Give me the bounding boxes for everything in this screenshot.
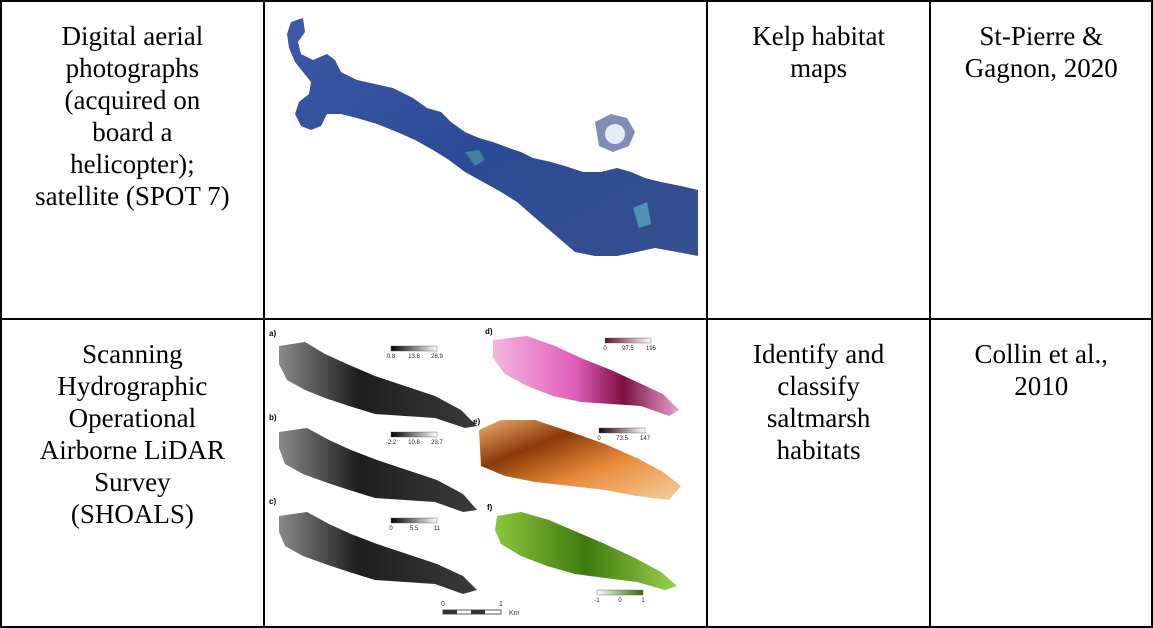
colorbar-tick: 5.5 xyxy=(410,526,419,532)
application-cell: Identify and classify saltmarsh habitats xyxy=(705,318,932,628)
text-line: helicopter); xyxy=(70,149,195,179)
text-line: St-Pierre & xyxy=(979,21,1104,51)
text-line: Collin et al., xyxy=(974,339,1108,369)
application-text: Kelp habitat maps xyxy=(708,2,930,84)
reference-text: St-Pierre & Gagnon, 2020 xyxy=(931,2,1151,84)
colorbar-tick: 26.9 xyxy=(431,354,443,360)
kelp-patch xyxy=(632,202,651,228)
kelp-patch xyxy=(464,150,485,166)
panel-label: b) xyxy=(269,413,277,422)
colorbar-tick: 0 xyxy=(618,598,622,604)
text-line: Digital aerial xyxy=(61,21,204,51)
panel-map xyxy=(478,420,681,500)
reference-cell: Collin et al., 2010 xyxy=(929,318,1153,628)
colorbar-tick: 0.8 xyxy=(387,354,396,360)
text-line: (SHOALS) xyxy=(70,499,194,529)
kelp-patch xyxy=(604,124,625,144)
colorbar xyxy=(598,427,645,434)
colorbars: 0.8 13.8 26.9 -2.2 10.8 23.7 0 5.5 11 0 97.5 195 0 73… xyxy=(386,337,657,604)
reference-text: Collin et al., 2010 xyxy=(931,320,1151,402)
text-line: Operational xyxy=(68,403,197,433)
panel-label: a) xyxy=(269,329,276,338)
panel-label: f) xyxy=(487,503,493,512)
kelp-area xyxy=(286,18,698,256)
scale-bar: 0 1 Km xyxy=(441,601,520,617)
colorbar-tick: 11 xyxy=(434,526,441,532)
method-cell: Digital aerial photographs (acquired on … xyxy=(0,0,265,320)
colorbar-tick: 97.5 xyxy=(622,346,634,352)
text-line: 2010 xyxy=(1014,371,1069,401)
text-line: Survey xyxy=(94,467,171,497)
colorbar-tick: 0 xyxy=(389,526,393,532)
text-line: classify xyxy=(777,371,860,401)
table-row: Digital aerial photographs (acquired on … xyxy=(0,0,1153,320)
text-line: Hydrographic xyxy=(57,371,208,401)
scale-bar-segment xyxy=(442,610,457,614)
colorbar xyxy=(596,589,643,596)
colorbar-tick: 1 xyxy=(641,598,645,604)
colorbar xyxy=(390,345,437,352)
panel-label: e) xyxy=(473,417,480,426)
aerial-kelp-image xyxy=(286,18,698,256)
lidar-figure: a) b) c) d) e) f) 0.8 13.8 26.9 -2.2 10.8 23.7 0 5.5… xyxy=(269,327,681,617)
reference-cell: St-Pierre & Gagnon, 2020 xyxy=(929,0,1153,320)
panel-label: c) xyxy=(269,497,276,506)
text-line: (acquired on xyxy=(64,85,201,115)
method-text: Scanning Hydrographic Operational Airbor… xyxy=(2,320,263,530)
text-line: habitats xyxy=(776,435,861,465)
application-cell: Kelp habitat maps xyxy=(705,0,932,320)
colorbar-tick: 0 xyxy=(597,436,601,442)
colorbar-tick: 23.7 xyxy=(431,440,443,446)
scale-tick: 0 xyxy=(441,601,445,608)
colorbar-tick: 73.5 xyxy=(616,436,628,442)
method-text: Digital aerial photographs (acquired on … xyxy=(2,2,263,212)
colorbar-tick: -2.2 xyxy=(386,440,397,446)
colorbar xyxy=(390,517,437,524)
text-line: Airborne LiDAR xyxy=(39,435,225,465)
text-line: Identify and xyxy=(753,339,885,369)
colorbar xyxy=(604,337,651,344)
colorbar-tick: 195 xyxy=(646,346,657,352)
application-text: Identify and classify saltmarsh habitats xyxy=(708,320,930,466)
image-cell: a) b) c) d) e) f) 0.8 13.8 26.9 -2.2 10.8 23.7 0 5.5… xyxy=(262,318,708,628)
panel-map xyxy=(492,336,679,416)
scale-bar-segment xyxy=(470,610,485,614)
panel-map xyxy=(494,512,677,590)
method-cell: Scanning Hydrographic Operational Airbor… xyxy=(0,318,265,628)
colorbar-tick: -1 xyxy=(594,598,600,604)
text-line: Gagnon, 2020 xyxy=(964,53,1118,83)
text-line: Kelp habitat xyxy=(752,21,885,51)
text-line: saltmarsh xyxy=(766,403,871,433)
panel-labels: a) b) c) d) e) f) xyxy=(269,327,493,512)
table-row: Scanning Hydrographic Operational Airbor… xyxy=(0,318,1153,628)
colorbar-tick: 147 xyxy=(640,436,651,442)
colorbar-tick: 10.8 xyxy=(408,440,420,446)
text-line: maps xyxy=(790,53,848,83)
colorbar-tick: 0 xyxy=(603,346,607,352)
text-line: board a xyxy=(92,117,173,147)
panel-map xyxy=(278,342,477,428)
figure-panels xyxy=(278,336,681,594)
colorbar-tick: 13.8 xyxy=(408,354,420,360)
colorbar xyxy=(390,431,437,438)
panel-map xyxy=(278,512,477,594)
text-line: satellite (SPOT 7) xyxy=(35,181,230,211)
image-cell xyxy=(262,0,708,320)
scale-tick: 1 xyxy=(499,601,503,608)
text-line: photographs xyxy=(65,53,200,83)
text-line: Scanning xyxy=(82,339,183,369)
panel-label: d) xyxy=(485,327,493,336)
panel-map xyxy=(278,428,477,512)
scale-unit: Km xyxy=(509,610,520,617)
